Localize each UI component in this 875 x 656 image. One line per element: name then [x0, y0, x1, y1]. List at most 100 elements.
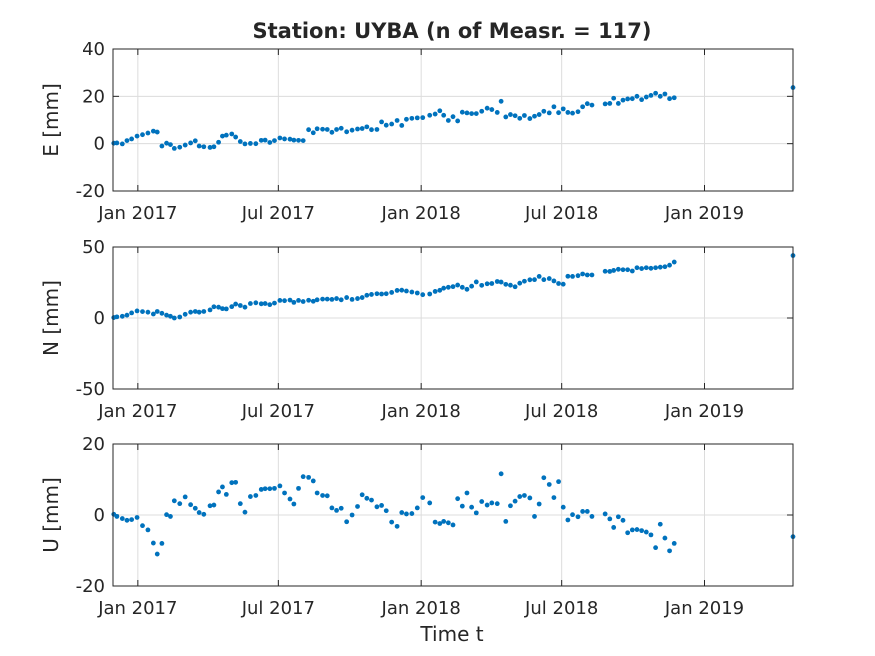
data-point — [349, 127, 355, 133]
data-point — [364, 124, 370, 130]
data-point — [140, 132, 145, 138]
x-tick-label: Jan 2019 — [664, 203, 744, 224]
data-point — [560, 281, 566, 287]
data-point — [320, 493, 325, 498]
data-point — [383, 122, 389, 128]
data-point — [124, 517, 130, 523]
data-point — [589, 272, 595, 278]
data-point — [237, 501, 243, 507]
data-point — [667, 548, 672, 554]
data-point — [171, 498, 177, 504]
data-point — [611, 95, 617, 101]
data-point — [662, 535, 668, 541]
data-point — [450, 114, 456, 120]
data-point — [334, 127, 339, 132]
data-point — [653, 90, 659, 96]
data-point — [657, 93, 663, 99]
data-point — [247, 494, 253, 499]
data-point — [229, 131, 235, 137]
data-point — [437, 108, 443, 114]
data-point — [207, 307, 213, 313]
data-point — [159, 541, 165, 546]
y-tick-label: -50 — [76, 379, 105, 400]
data-point — [479, 282, 485, 288]
data-point — [432, 111, 438, 117]
data-point — [201, 309, 207, 314]
data-point — [310, 478, 316, 484]
data-point — [150, 311, 156, 317]
data-point — [620, 517, 626, 523]
data-point — [164, 512, 169, 518]
y-tick-label: 20 — [82, 86, 105, 107]
data-point — [188, 140, 194, 146]
data-point — [168, 514, 173, 519]
y-axis-label-n: N [mm] — [39, 280, 63, 356]
x-tick-label: Jul 2017 — [241, 598, 315, 619]
data-point — [532, 514, 537, 519]
data-point — [653, 545, 659, 551]
data-point — [508, 503, 513, 509]
y-tick-label: 0 — [94, 505, 105, 526]
data-point — [459, 284, 465, 290]
data-point — [556, 479, 561, 485]
data-point — [494, 279, 500, 284]
data-point — [154, 309, 160, 314]
data-point — [119, 313, 125, 319]
data-point — [489, 107, 495, 112]
data-point — [527, 277, 533, 283]
data-point — [291, 501, 297, 507]
data-point — [320, 296, 325, 302]
data-point — [602, 268, 608, 274]
data-point — [469, 283, 475, 289]
data-point — [648, 265, 654, 271]
data-point — [272, 485, 277, 491]
data-point — [134, 308, 140, 314]
data-point — [220, 484, 225, 490]
data-point — [196, 510, 202, 515]
data-point — [615, 514, 621, 520]
data-point — [541, 475, 547, 481]
data-point — [229, 304, 235, 310]
data-point — [177, 501, 183, 507]
data-point — [196, 143, 202, 149]
data-point — [532, 113, 537, 119]
data-point — [565, 273, 571, 279]
data-point — [182, 494, 188, 500]
data-point — [602, 101, 608, 107]
data-point — [498, 279, 504, 285]
data-point — [671, 259, 677, 265]
data-point — [560, 504, 566, 510]
data-point — [355, 504, 360, 509]
data-point — [207, 503, 213, 509]
x-tick-label: Jul 2018 — [524, 598, 598, 619]
data-point — [124, 138, 130, 143]
data-point — [114, 314, 120, 320]
data-point — [560, 106, 566, 112]
data-point — [441, 285, 447, 291]
data-point — [134, 515, 140, 520]
data-point — [409, 115, 415, 121]
data-point — [296, 297, 301, 303]
data-point — [602, 511, 608, 517]
data-point — [324, 493, 330, 499]
data-point — [584, 509, 590, 514]
data-point — [338, 125, 344, 131]
data-point — [334, 296, 339, 301]
data-point — [262, 486, 268, 492]
data-point — [427, 112, 433, 118]
data-point — [546, 276, 552, 281]
data-point — [277, 483, 283, 489]
data-point — [379, 119, 384, 125]
data-point — [634, 93, 640, 99]
data-point — [129, 517, 135, 523]
data-point — [503, 281, 509, 287]
data-point — [201, 511, 207, 517]
data-point — [653, 265, 659, 271]
data-point — [541, 277, 547, 283]
data-point — [455, 282, 461, 288]
data-point — [459, 109, 465, 115]
data-point — [657, 521, 663, 527]
data-point — [383, 508, 389, 514]
data-point — [192, 505, 198, 511]
data-point — [216, 304, 221, 310]
